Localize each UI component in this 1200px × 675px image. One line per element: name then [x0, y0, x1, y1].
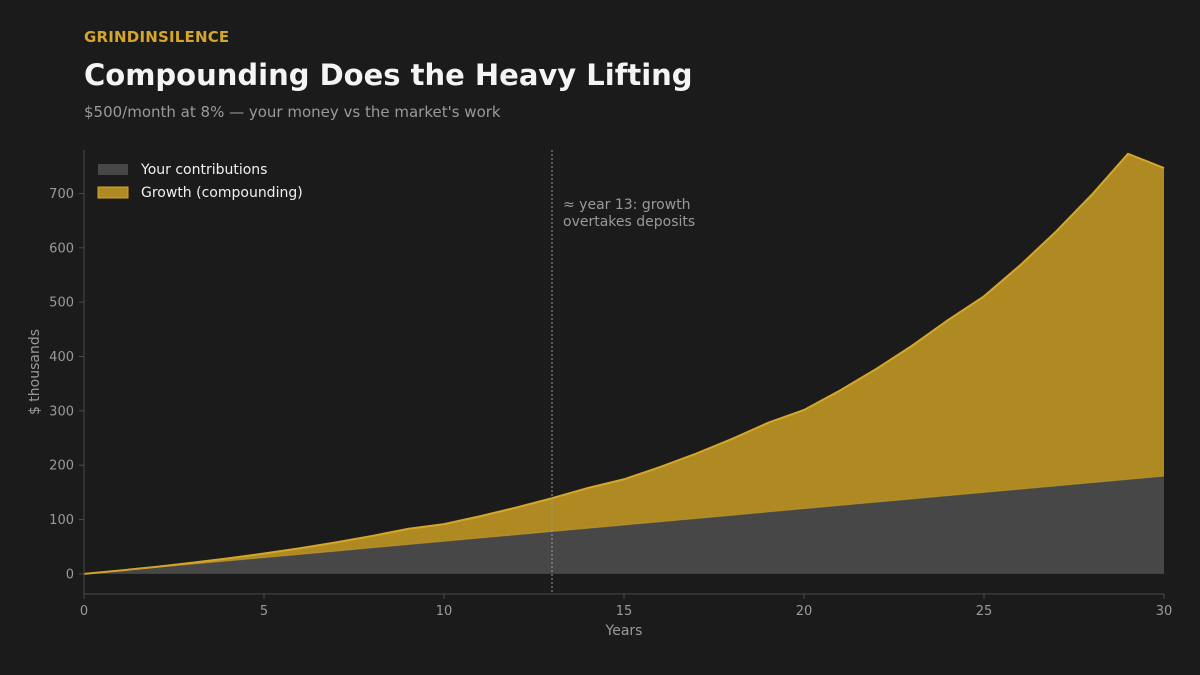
y-tick-label: 700	[49, 187, 74, 202]
brand-label: GRINDINSILENCE	[84, 28, 230, 46]
contributions-top-line	[83, 475, 1165, 575]
x-tick-label: 20	[796, 604, 813, 619]
x-tick-label: 30	[1156, 604, 1173, 619]
annotation-text-line2: overtakes deposits	[563, 214, 695, 230]
x-axis-title: Years	[605, 623, 643, 639]
x-tick-label: 0	[80, 604, 88, 619]
legend: Your contributions Growth (compounding)	[97, 162, 303, 201]
y-tick-label: 0	[66, 567, 74, 582]
chart-subtitle: $500/month at 8% — your money vs the mar…	[84, 103, 501, 121]
x-tick-label: 25	[976, 604, 993, 619]
y-tick-label: 500	[49, 296, 74, 311]
y-tick-label: 300	[49, 404, 74, 419]
x-tick-label: 15	[616, 604, 633, 619]
legend-swatch	[98, 164, 128, 175]
chart-title: Compounding Does the Heavy Lifting	[84, 58, 693, 92]
y-tick-label: 200	[49, 459, 74, 474]
annotation-text-line1: ≈ year 13: growth	[563, 197, 691, 213]
y-tick-label: 600	[49, 241, 74, 256]
y-tick-label: 100	[49, 513, 74, 528]
growth-area	[84, 153, 1164, 574]
axes-layer: 0 5 10 15 20 25 300100200300400500600700Years$…	[27, 150, 1172, 639]
y-axis-title: $ thousands	[27, 329, 43, 415]
growth-top-line	[83, 152, 1165, 575]
y-tick-label: 400	[49, 350, 74, 365]
area-layer	[83, 152, 1165, 575]
x-tick-label: 10	[436, 604, 453, 619]
legend-label: Your contributions	[140, 162, 267, 178]
x-tick-label: 5	[260, 604, 268, 619]
legend-label: Growth (compounding)	[141, 185, 303, 201]
legend-swatch	[97, 186, 129, 199]
